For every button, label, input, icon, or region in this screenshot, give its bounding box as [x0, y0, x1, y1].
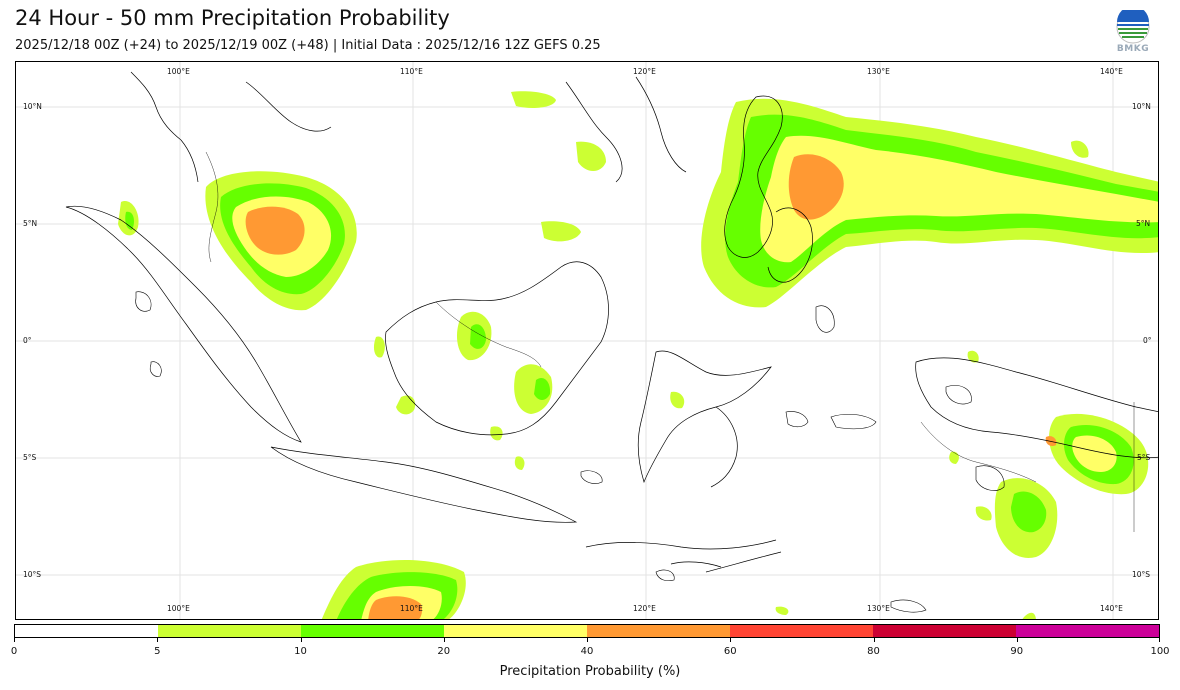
- lat-label-right: 0°: [1143, 336, 1152, 345]
- colorbar-tick-mark: [587, 638, 588, 642]
- lat-label-left: 10°N: [23, 102, 42, 111]
- borders: [205, 151, 1135, 532]
- colorbar-tick-mark: [14, 638, 15, 642]
- lon-label-bottom: 110°E: [400, 604, 423, 613]
- lat-label-right: 10°S: [1132, 570, 1151, 579]
- lat-label-left: 10°S: [23, 570, 42, 579]
- colorbar-tick-mark: [730, 638, 732, 642]
- colorbar-tick-mark: [1016, 638, 1018, 642]
- chart-subtitle: 2025/12/18 00Z (+24) to 2025/12/19 00Z (…: [15, 38, 601, 53]
- lon-label-top: 140°E: [1100, 67, 1123, 76]
- bmkg-logo-icon: [1112, 6, 1154, 56]
- lat-label-left: 0°: [23, 336, 32, 345]
- colorbar-tick-label: 0: [10, 646, 18, 657]
- colorbar-segment: [301, 625, 444, 637]
- colorbar-tick-label: 20: [437, 646, 451, 657]
- logo-text: BMKG: [1116, 44, 1150, 54]
- colorbar-segment: [158, 625, 301, 637]
- colorbar-tick-mark: [157, 638, 159, 642]
- colorbar-tick-label: 10: [294, 646, 307, 657]
- colorbar-tick-label: 40: [580, 646, 594, 657]
- lat-label-right: 5°N: [1136, 219, 1151, 228]
- colorbar-tick-label: 60: [723, 646, 737, 657]
- colorbar-segment: [587, 625, 730, 637]
- colorbar-tick-mark: [873, 638, 875, 642]
- colorbar-tick-mark: [300, 638, 302, 642]
- colorbar-segment: [730, 625, 873, 637]
- lon-label-bottom: 100°E: [167, 604, 190, 613]
- coastlines: [65, 71, 1158, 573]
- colorbar-tick-mark: [1159, 638, 1160, 642]
- map-canvas: [16, 62, 1158, 619]
- colorbar-tick-label: 5: [154, 646, 161, 657]
- map-panel: 100°E 110°E 120°E 130°E 140°E 100°E 110°…: [15, 61, 1159, 620]
- lat-label-left: 5°N: [23, 219, 38, 228]
- chart-title: 24 Hour - 50 mm Precipitation Probabilit…: [15, 6, 450, 30]
- lat-label-left: 5°S: [23, 453, 37, 462]
- lon-label-bottom: 130°E: [867, 604, 890, 613]
- lon-label-top: 110°E: [400, 67, 423, 76]
- colorbar-tick-label: 100: [1150, 646, 1170, 657]
- lat-label-right: 10°N: [1132, 102, 1151, 111]
- colorbar-segment: [444, 625, 587, 637]
- colorbar-segment: [873, 625, 1016, 637]
- colorbar-title: Precipitation Probability (%): [499, 664, 681, 679]
- islands: [135, 291, 1005, 613]
- lon-label-bottom: 140°E: [1100, 604, 1123, 613]
- probability-field-40: [245, 154, 1057, 619]
- lat-label-right: 5°S: [1137, 453, 1151, 462]
- lon-label-top: 120°E: [633, 67, 656, 76]
- colorbar-segment: [1016, 625, 1159, 637]
- colorbar-tick-label: 90: [1010, 646, 1024, 657]
- colorbar-segment: [15, 625, 158, 637]
- lon-label-bottom: 120°E: [633, 604, 656, 613]
- lon-label-top: 100°E: [167, 67, 190, 76]
- lon-label-top: 130°E: [867, 67, 890, 76]
- colorbar-tick-mark: [443, 638, 445, 642]
- colorbar-tick-label: 80: [867, 646, 880, 657]
- colorbar: [14, 624, 1160, 638]
